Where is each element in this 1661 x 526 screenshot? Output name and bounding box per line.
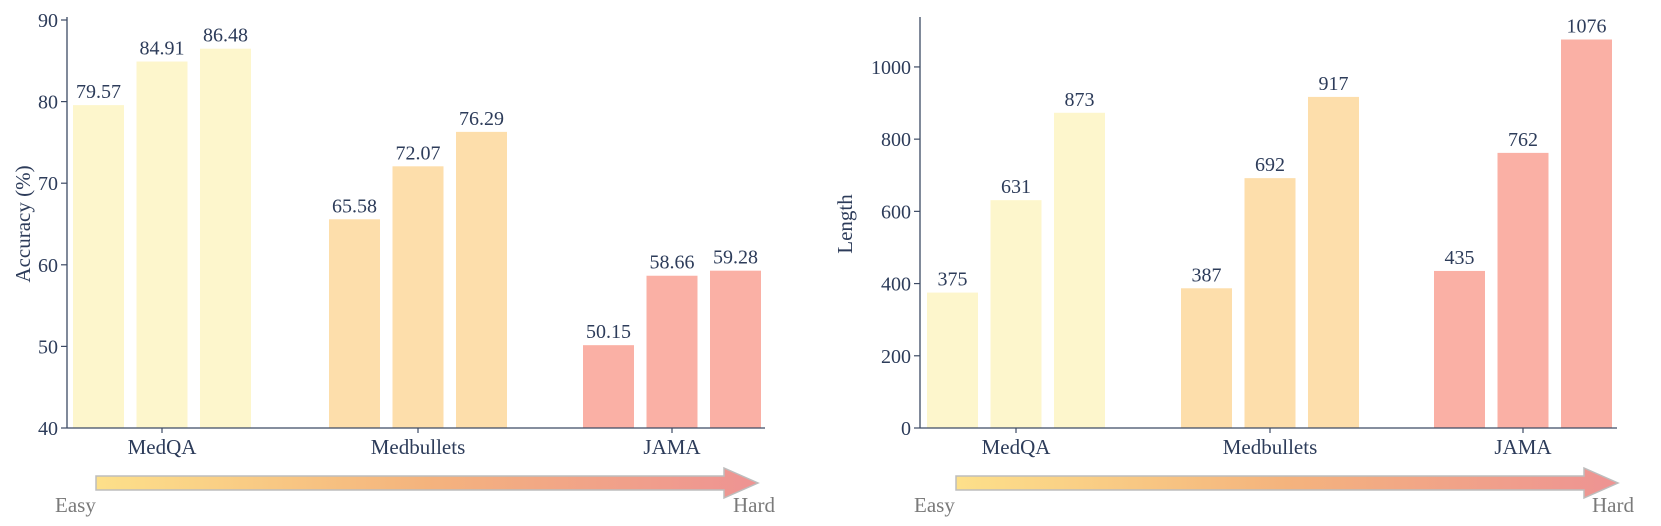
easy-label: Easy bbox=[55, 493, 96, 517]
bar-medbullets-0 bbox=[329, 219, 380, 428]
y-tick-label: 200 bbox=[881, 346, 911, 368]
bar-medqa-0 bbox=[73, 105, 124, 429]
y-axis-title: Accuracy (%) bbox=[11, 165, 35, 282]
bar-medqa-1 bbox=[136, 61, 188, 429]
bar-jama-2 bbox=[710, 270, 761, 428]
value-label: 387 bbox=[1192, 264, 1222, 286]
bar-jama-1 bbox=[1497, 152, 1549, 429]
value-label: 76.29 bbox=[459, 108, 504, 130]
hard-label: Hard bbox=[733, 493, 775, 517]
y-axis-title: Length bbox=[833, 194, 857, 254]
value-label: 50.15 bbox=[586, 321, 631, 343]
bar-medqa-2 bbox=[200, 48, 251, 428]
length-chart: 375 631 873 387 692 917 435 762 1076 0 200 400 600 80… bbox=[833, 15, 1634, 517]
bar-medbullets-2 bbox=[1308, 96, 1359, 429]
y-tick-label: 40 bbox=[38, 418, 58, 440]
value-label: 86.48 bbox=[203, 25, 248, 47]
category-label: JAMA bbox=[643, 435, 701, 459]
value-label: 435 bbox=[1445, 247, 1475, 269]
y-tick-label: 600 bbox=[881, 201, 911, 223]
y-tick-label: 0 bbox=[901, 418, 911, 440]
bar-jama-0 bbox=[583, 345, 634, 428]
y-tick-label: 400 bbox=[881, 274, 911, 296]
bar-medqa-0 bbox=[927, 292, 978, 428]
bar-medqa-2 bbox=[1054, 112, 1105, 429]
value-label: 692 bbox=[1255, 154, 1285, 176]
category-label: JAMA bbox=[1494, 435, 1552, 459]
y-tick-label: 1000 bbox=[871, 57, 911, 79]
y-tick-label: 90 bbox=[38, 10, 58, 32]
bar-medqa-1 bbox=[990, 200, 1042, 428]
value-label: 59.28 bbox=[713, 247, 758, 269]
value-label: 631 bbox=[1001, 176, 1031, 198]
category-label: Medbullets bbox=[371, 435, 466, 459]
value-label: 65.58 bbox=[332, 195, 377, 217]
bar-medbullets-1 bbox=[392, 166, 444, 428]
y-tick-label: 800 bbox=[881, 129, 911, 151]
bar-medbullets-2 bbox=[456, 131, 507, 428]
value-label: 917 bbox=[1319, 73, 1349, 95]
bar-medbullets-1 bbox=[1244, 178, 1296, 428]
y-tick-label: 60 bbox=[38, 255, 58, 277]
difficulty-arrow bbox=[955, 466, 1620, 500]
value-label: 762 bbox=[1508, 129, 1538, 151]
value-label: 1076 bbox=[1567, 15, 1607, 37]
category-label: Medbullets bbox=[1223, 435, 1318, 459]
accuracy-chart: 79.57 84.91 86.48 65.58 72.07 76.29 50.15 58.66… bbox=[11, 10, 775, 517]
bar-jama-1 bbox=[646, 275, 698, 428]
y-tick-label: 80 bbox=[38, 92, 58, 114]
y-tick-label: 50 bbox=[38, 336, 58, 358]
difficulty-arrow bbox=[95, 466, 760, 500]
value-label: 375 bbox=[938, 269, 968, 291]
value-label: 84.91 bbox=[140, 38, 185, 60]
value-label: 72.07 bbox=[396, 142, 441, 164]
easy-label: Easy bbox=[914, 493, 955, 517]
bar-medbullets-0 bbox=[1181, 288, 1232, 428]
bar-jama-0 bbox=[1434, 270, 1485, 428]
bar-jama-2 bbox=[1561, 39, 1612, 428]
value-label: 58.66 bbox=[650, 252, 695, 274]
y-tick-label: 70 bbox=[38, 173, 58, 195]
value-label: 873 bbox=[1065, 89, 1095, 111]
value-label: 79.57 bbox=[76, 81, 121, 103]
hard-label: Hard bbox=[1592, 493, 1634, 517]
category-label: MedQA bbox=[982, 435, 1052, 459]
category-label: MedQA bbox=[128, 435, 198, 459]
